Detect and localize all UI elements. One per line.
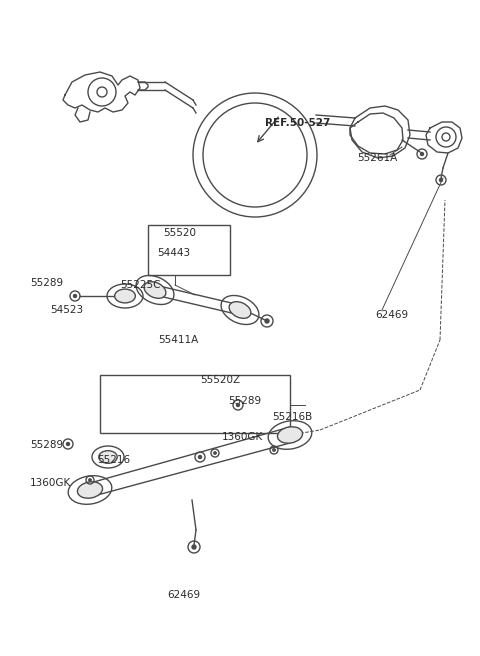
Circle shape: [273, 449, 275, 451]
Text: 55289: 55289: [228, 396, 261, 406]
Ellipse shape: [99, 451, 117, 463]
Text: 55216B: 55216B: [272, 412, 312, 422]
Text: 55411A: 55411A: [158, 335, 198, 345]
Text: 55216: 55216: [97, 455, 130, 465]
Text: 55520: 55520: [163, 228, 196, 238]
Text: 62469: 62469: [167, 590, 200, 600]
Text: 54443: 54443: [157, 248, 190, 258]
Text: 1360GK: 1360GK: [30, 478, 71, 488]
Ellipse shape: [115, 289, 135, 303]
Circle shape: [67, 443, 70, 445]
Circle shape: [440, 178, 443, 182]
Circle shape: [265, 319, 269, 323]
Text: 1360GK: 1360GK: [222, 432, 263, 442]
Ellipse shape: [229, 302, 251, 318]
Bar: [100, 375, 290, 433]
Ellipse shape: [77, 482, 103, 498]
Text: 62469: 62469: [375, 310, 408, 320]
Text: 55225C: 55225C: [120, 280, 160, 290]
Ellipse shape: [277, 427, 302, 443]
Circle shape: [192, 545, 196, 549]
Circle shape: [89, 479, 91, 482]
Text: 54523: 54523: [50, 305, 83, 315]
Text: 55289: 55289: [30, 278, 63, 288]
Circle shape: [199, 455, 202, 459]
Text: 55261A: 55261A: [357, 153, 397, 163]
Bar: [148, 225, 230, 275]
Circle shape: [237, 403, 240, 407]
Text: 55520Z: 55520Z: [200, 375, 240, 385]
Circle shape: [420, 152, 423, 155]
Circle shape: [73, 295, 76, 298]
Text: 55289: 55289: [30, 440, 63, 450]
Circle shape: [214, 452, 216, 454]
Text: REF.50-527: REF.50-527: [265, 118, 330, 128]
Ellipse shape: [144, 281, 166, 298]
